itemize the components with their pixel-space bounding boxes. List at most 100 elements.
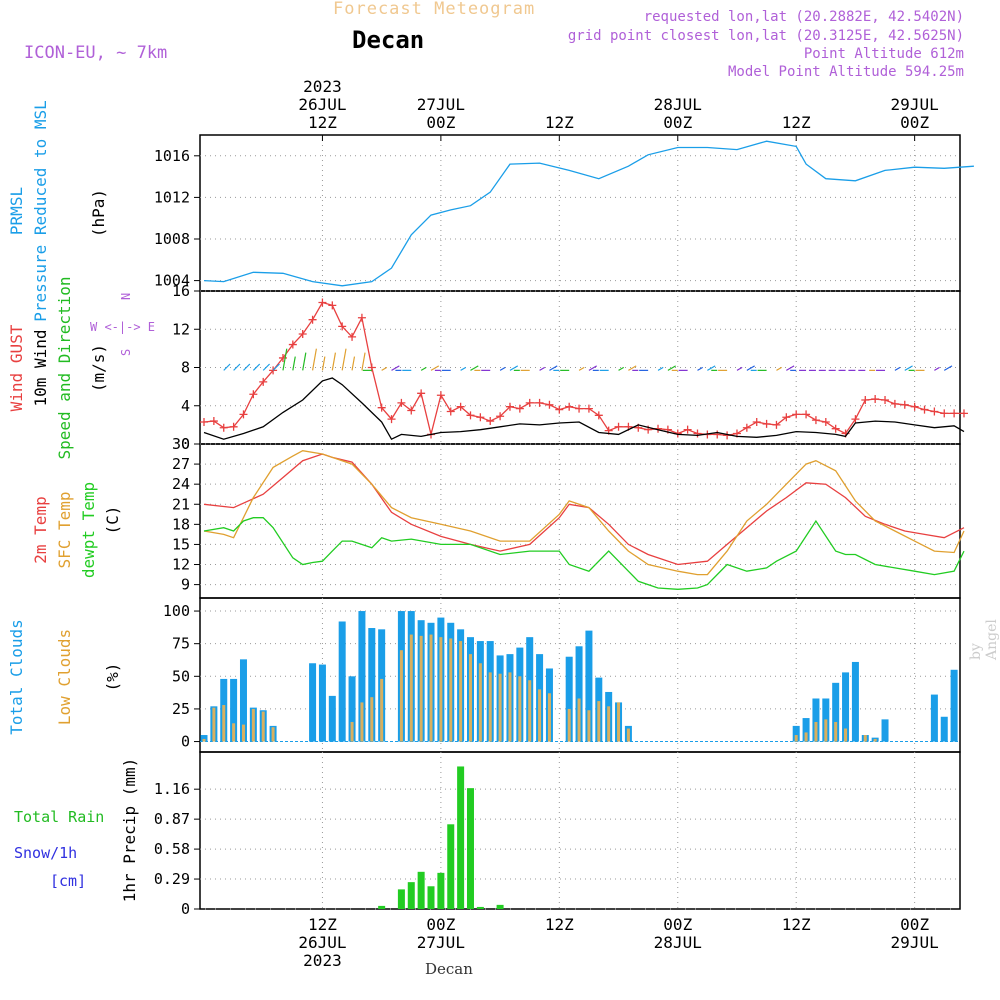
ytick-label: 25 bbox=[172, 700, 190, 718]
panel-frame-4 bbox=[199, 751, 961, 910]
wind-label: 10m Wind bbox=[31, 329, 50, 406]
point-altitude: Point Altitude 612m bbox=[803, 46, 964, 62]
wind-direction-arrow bbox=[578, 366, 585, 371]
total-cloud-bar bbox=[230, 678, 238, 742]
wind-direction-arrow bbox=[934, 366, 940, 371]
low-cloud-bar bbox=[468, 654, 472, 742]
model-label: ICON-EU, ~ 7km bbox=[24, 43, 168, 63]
gust-marker bbox=[476, 413, 485, 422]
pressure-label-2: Pressure Reduced to MSL bbox=[31, 100, 50, 322]
model-altitude: Model Point Altitude 594.25m bbox=[727, 64, 964, 80]
wind-direction-arrow bbox=[549, 365, 558, 371]
ytick-label: 0 bbox=[181, 733, 190, 751]
gust-marker bbox=[584, 404, 593, 413]
gust-marker bbox=[742, 423, 751, 432]
gust-marker bbox=[308, 315, 317, 324]
total-cloud-bar bbox=[940, 716, 948, 742]
gust-marker bbox=[565, 402, 574, 411]
gust-marker bbox=[328, 301, 337, 310]
ytick-label: 15 bbox=[172, 535, 190, 553]
low-cloud-bar bbox=[439, 637, 443, 742]
rain-bar bbox=[466, 788, 474, 909]
gust-marker bbox=[456, 402, 465, 411]
gust-marker bbox=[940, 409, 949, 418]
gust-marker bbox=[387, 415, 396, 424]
wind-direction-arrow bbox=[460, 366, 467, 371]
total-cloud-bar bbox=[368, 628, 376, 742]
low-cloud-bar bbox=[429, 634, 433, 742]
total-cloud-bar bbox=[318, 664, 326, 742]
total-cloud-bar bbox=[239, 659, 247, 742]
low-cloud-bar bbox=[814, 721, 818, 742]
wind-direction-arrow bbox=[618, 366, 625, 371]
wind-direction-arrow bbox=[539, 366, 546, 371]
total-cloud-bar bbox=[881, 719, 889, 742]
low-cloud-bar bbox=[626, 728, 630, 742]
ytick-label: 0 bbox=[181, 900, 190, 918]
low-cloud-bar bbox=[232, 723, 236, 742]
gust-marker bbox=[466, 411, 475, 420]
ytick-label: 8 bbox=[181, 359, 190, 377]
rain-bar bbox=[397, 889, 405, 909]
gust-marker bbox=[782, 413, 791, 422]
gust-marker bbox=[762, 419, 771, 428]
rain-bar bbox=[447, 824, 455, 909]
gust-marker bbox=[713, 430, 722, 439]
gust-marker bbox=[219, 423, 228, 432]
gust-marker bbox=[239, 410, 248, 419]
wind-direction-arrow bbox=[943, 365, 953, 371]
gust-marker bbox=[338, 322, 347, 331]
top-hour-label: 00Z bbox=[900, 113, 929, 132]
total-cloud-bar bbox=[792, 725, 800, 742]
wind-direction-arrow bbox=[311, 348, 317, 371]
total-cloud-bar bbox=[575, 646, 583, 742]
low-cloud-bar bbox=[419, 635, 423, 742]
ytick-label: 27 bbox=[172, 455, 190, 473]
gust-marker bbox=[209, 417, 218, 426]
wind-direction-arrow bbox=[697, 366, 703, 371]
bottom-hour-label: 00Z bbox=[426, 915, 455, 934]
clouds-unit: (%) bbox=[103, 663, 122, 692]
low-cloud-bar bbox=[824, 719, 828, 742]
low-cloud-bar bbox=[547, 693, 551, 742]
gust-marker bbox=[269, 366, 278, 375]
total-cloud-bar bbox=[812, 698, 820, 742]
gust-marker bbox=[407, 406, 416, 415]
total-cloud-bar bbox=[585, 630, 593, 742]
low-cloud-bar bbox=[508, 672, 512, 742]
rain-bar bbox=[427, 886, 435, 909]
gust-marker bbox=[575, 404, 584, 413]
low-cloud-bar bbox=[478, 663, 482, 742]
station-title: Decan bbox=[352, 26, 425, 54]
tsfc-label: SFC Temp bbox=[55, 491, 74, 568]
compass-n: N bbox=[119, 293, 133, 300]
direction-label: Speed and Direction bbox=[55, 276, 74, 459]
wind-direction-arrow bbox=[331, 352, 337, 371]
top-hour-label: 00Z bbox=[663, 113, 692, 132]
wind-direction-arrow bbox=[894, 366, 901, 371]
gust-marker bbox=[259, 377, 268, 386]
total-cloud-bar bbox=[930, 694, 938, 742]
wind-direction-arrow bbox=[509, 365, 519, 371]
gust-marker bbox=[890, 399, 899, 408]
total-cloud-bar bbox=[565, 656, 573, 742]
wind-direction-arrow bbox=[252, 363, 261, 371]
rain-legend-total: Total Rain bbox=[14, 808, 105, 826]
compass-we: W <-|-> E bbox=[90, 320, 155, 334]
gust-marker bbox=[515, 404, 524, 413]
wind-direction-arrow bbox=[499, 366, 506, 371]
gridpoint-coords: grid point closest lon,lat (20.3125E, 42… bbox=[567, 28, 964, 44]
ytick-label: 4 bbox=[181, 397, 190, 415]
gust-marker bbox=[496, 412, 505, 421]
gust-marker bbox=[959, 409, 968, 418]
gust-marker bbox=[950, 409, 959, 418]
gust-marker bbox=[446, 407, 455, 416]
top-date-label: 27JUL bbox=[417, 95, 465, 114]
wind-direction-arrow bbox=[667, 365, 676, 371]
rain-bar bbox=[457, 766, 465, 909]
low-cloud-bar bbox=[212, 707, 216, 742]
gust-marker bbox=[417, 389, 426, 398]
wind-direction-arrow bbox=[282, 348, 288, 371]
wind-direction-arrow bbox=[341, 348, 347, 371]
ytick-label: 0 bbox=[181, 435, 190, 453]
